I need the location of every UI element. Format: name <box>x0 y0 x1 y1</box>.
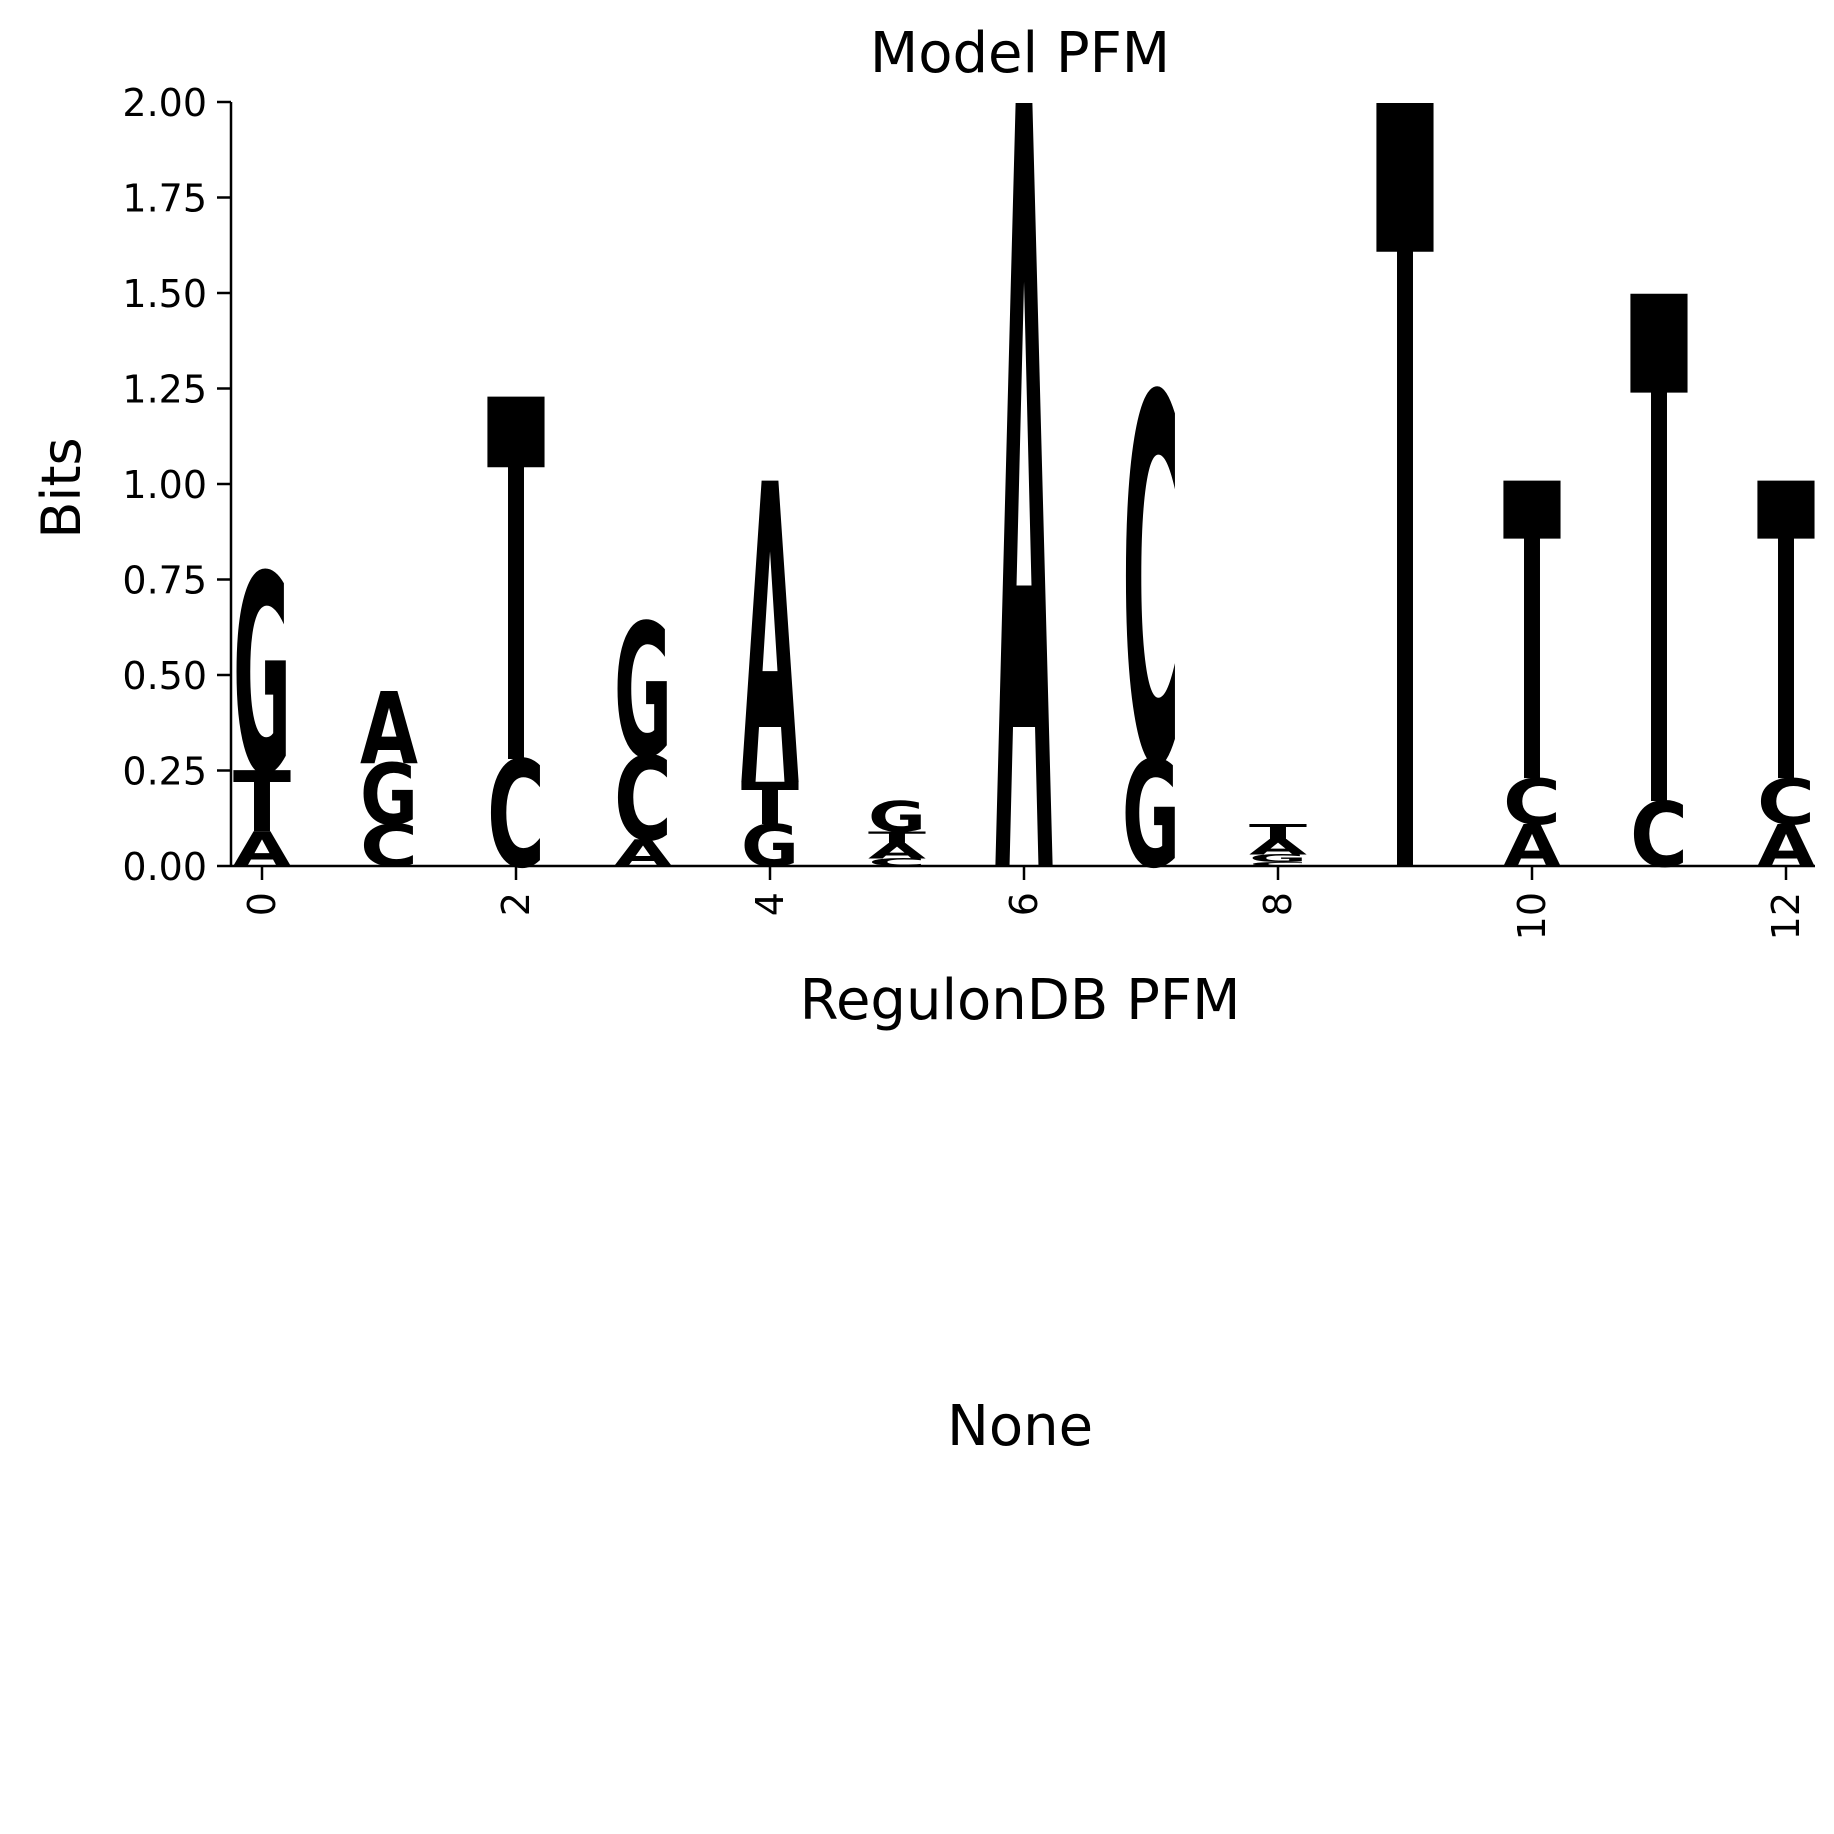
logo-letter-c: C <box>1757 766 1815 839</box>
logo-letter-g: G <box>868 793 926 842</box>
logo-letter-t: T <box>1630 155 1688 965</box>
logo-letter-t: T <box>1376 0 1434 1114</box>
y-tick-label: 0.75 <box>122 559 207 603</box>
logo-letter-t: T <box>233 754 291 851</box>
x-axis-label: RegulonDB PFM <box>800 968 1241 1033</box>
x-tick-label: 12 <box>1764 892 1808 940</box>
y-axis-label: Bits <box>30 437 93 538</box>
logo-letter-c: C <box>1122 292 1180 877</box>
logo-letter-c: C <box>1630 784 1688 888</box>
logo-letter-c: C <box>1503 766 1561 839</box>
logo-letter-a: A <box>741 399 800 880</box>
none-panel-label: None <box>947 1394 1093 1459</box>
logo-letter-g: G <box>360 747 418 844</box>
logo-letter-a: A <box>1249 835 1308 859</box>
logo-letter-t: T <box>868 829 926 847</box>
logo-letter-g: G <box>233 517 291 835</box>
logo-letter-g: G <box>614 585 672 799</box>
logo-letter-c: C <box>1249 861 1307 867</box>
y-tick-label: 0.25 <box>122 750 207 794</box>
logo-letter-t: T <box>741 772 800 839</box>
x-tick-label: 2 <box>494 892 538 916</box>
x-axis: 024681012141618202224 <box>231 864 1815 940</box>
x-tick-label: 4 <box>748 892 792 916</box>
logo-letter-t: T <box>1249 820 1307 844</box>
logo-letter-a: A <box>868 839 927 863</box>
y-axis: 0.00 0.25 0.50 0.75 1.00 1.25 1.50 1.75 2.00 <box>122 81 233 889</box>
y-tick-label: 1.75 <box>122 177 207 221</box>
logo-area: ATGCGACTACGGTACATGAGCCGATTACTCTACTGATGTC… <box>233 0 1815 1114</box>
logo-letter-a: A <box>614 832 672 875</box>
chart-title: Model PFM <box>870 21 1170 86</box>
x-tick-label: 0 <box>240 892 284 916</box>
y-tick-label: 0.00 <box>122 845 207 889</box>
logo-letter-c: C <box>360 814 418 881</box>
logo-letter-g: G <box>1122 731 1180 902</box>
logo-letter-t: T <box>1757 399 1815 875</box>
y-tick-label: 1.50 <box>122 272 207 316</box>
y-tick-label: 1.25 <box>122 368 207 412</box>
logo-letter-a: A <box>995 0 1054 1113</box>
x-tick-label: 10 <box>1510 892 1554 940</box>
y-tick-label: 0.50 <box>122 654 207 698</box>
x-tick-label: 8 <box>1256 892 1300 916</box>
logo-letter-a: A <box>360 670 418 786</box>
logo-letter-c: C <box>614 733 672 867</box>
y-tick-label: 2.00 <box>122 81 207 125</box>
logo-letter-t: T <box>487 299 545 877</box>
logo-letter-g: G <box>1249 852 1307 864</box>
logo-letter-t: T <box>1503 399 1561 875</box>
x-tick-label: 6 <box>1002 892 1046 916</box>
y-tick-label: 1.00 <box>122 463 207 507</box>
